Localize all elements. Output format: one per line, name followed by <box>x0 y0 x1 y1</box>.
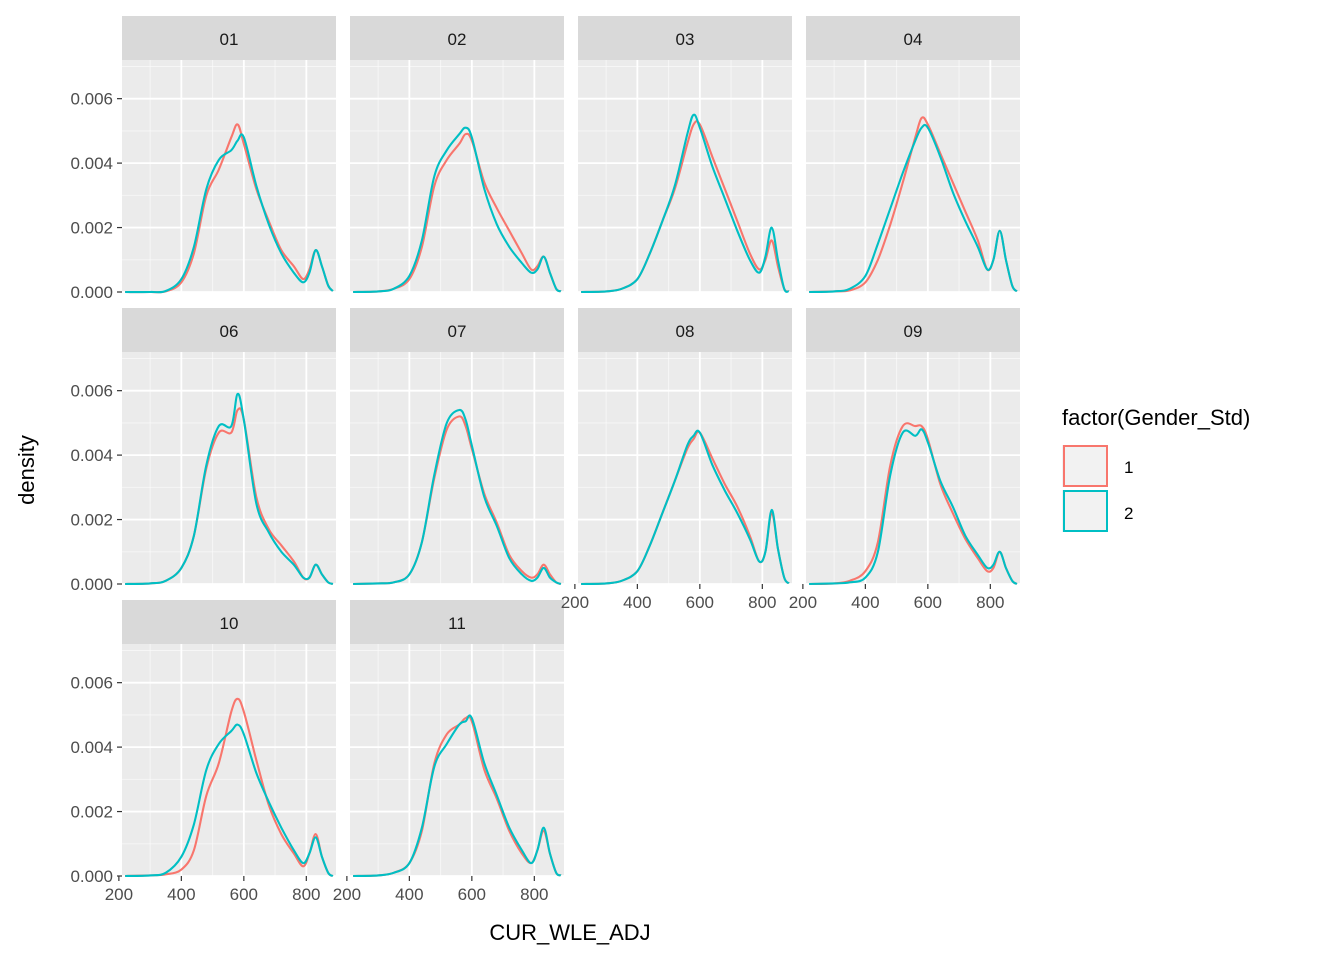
facet-strip-label: 02 <box>448 30 467 49</box>
x-tick-label: 400 <box>167 885 195 904</box>
x-tick-label: 200 <box>333 885 361 904</box>
panel-background <box>806 352 1020 584</box>
facet-strip-label: 06 <box>220 322 239 341</box>
y-tick-label: 0.000 <box>70 867 113 886</box>
y-tick-label: 0.004 <box>70 154 113 173</box>
density-line-series-2 <box>353 714 562 878</box>
x-tick-label: 800 <box>292 885 320 904</box>
facet-panel-01: 01 <box>117 16 336 294</box>
facet-panel-11: 11 <box>345 600 564 878</box>
y-tick-label: 0.002 <box>70 219 113 238</box>
facet-strip-label: 09 <box>904 322 923 341</box>
y-tick-label: 0.004 <box>70 738 113 757</box>
x-tick-label: 400 <box>623 593 651 612</box>
legend-swatch-2 <box>1063 490 1108 532</box>
x-tick-label: 200 <box>105 885 133 904</box>
legend-key-1 <box>1062 445 1108 487</box>
facet-panel-02: 02 <box>345 16 564 294</box>
y-tick-label: 0.000 <box>70 575 113 594</box>
density-line-series-2 <box>353 126 562 294</box>
facet-strip-label: 04 <box>904 30 923 49</box>
facet-panel-03: 03 <box>573 16 792 294</box>
panel-background <box>122 60 336 292</box>
x-axes: 200 400 600 800 200 400 600 800 200 400 600 800 200 4… <box>105 584 1005 904</box>
facet-strip <box>578 308 792 352</box>
x-tick-label: 600 <box>458 885 486 904</box>
facet-strip <box>806 16 1020 60</box>
legend-title: factor(Gender_Std) <box>1062 405 1250 430</box>
density-line-series-2 <box>809 123 1018 294</box>
density-line-series-2 <box>125 723 334 878</box>
facet-strip <box>350 600 564 644</box>
facet-strip <box>578 16 792 60</box>
y-tick-label: 0.004 <box>70 446 113 465</box>
y-tick-label: 0.002 <box>70 511 113 530</box>
density-line-series-2 <box>581 429 790 586</box>
facet-strip <box>350 308 564 352</box>
x-tick-label: 600 <box>686 593 714 612</box>
facet-panel-10: 10 <box>117 600 336 878</box>
y-tick-label: 0.000 <box>70 283 113 302</box>
x-tick-label: 800 <box>520 885 548 904</box>
x-tick-label: 200 <box>789 593 817 612</box>
legend-label-2: 2 <box>1124 504 1133 523</box>
facet-strip <box>350 16 564 60</box>
y-tick-label: 0.006 <box>70 382 113 401</box>
legend-item-2: 2 <box>1062 490 1133 532</box>
facet-strip <box>806 308 1020 352</box>
facet-strip-label: 08 <box>676 322 695 341</box>
density-line-series-2 <box>125 392 334 586</box>
x-tick-label: 600 <box>914 593 942 612</box>
facet-strip-label: 01 <box>220 30 239 49</box>
legend-swatch-1 <box>1063 445 1108 487</box>
y-axis-title: density <box>14 435 39 505</box>
panel-background <box>122 352 336 584</box>
facet-strip <box>122 600 336 644</box>
facet-strip-label: 10 <box>220 614 239 633</box>
x-tick-label: 600 <box>230 885 258 904</box>
panel-background <box>350 644 564 876</box>
facet-strip <box>122 308 336 352</box>
x-tick-label: 400 <box>851 593 879 612</box>
facet-panel-08: 08 <box>573 308 792 586</box>
legend: factor(Gender_Std) 1 2 <box>1062 405 1250 532</box>
panel-background <box>350 352 564 584</box>
panel-background <box>350 60 564 292</box>
x-axis-title: CUR_WLE_ADJ <box>489 920 650 945</box>
facet-strip <box>122 16 336 60</box>
facet-panel-04: 04 <box>801 16 1020 294</box>
panel-background <box>578 60 792 292</box>
y-tick-label: 0.006 <box>70 90 113 109</box>
facet-strip-label: 11 <box>448 614 466 633</box>
x-tick-label: 400 <box>395 885 423 904</box>
density-line-series-2 <box>809 428 1018 586</box>
facet-panel-06: 06 <box>117 308 336 586</box>
facet-panel-09: 09 <box>801 308 1020 586</box>
facet-panels: 01 02 03 04 06 07 08 09 10 11 <box>117 16 1020 878</box>
panel-background <box>806 60 1020 292</box>
x-tick-label: 800 <box>748 593 776 612</box>
density-line-series-2 <box>125 133 334 294</box>
x-tick-label: 800 <box>976 593 1004 612</box>
legend-label-1: 1 <box>1124 458 1133 477</box>
facet-panel-07: 07 <box>345 308 564 586</box>
y-axes: 0.000 0.002 0.004 0.006 0.000 0.002 0.004 0.006… <box>70 90 122 886</box>
panel-background <box>578 352 792 584</box>
y-tick-label: 0.002 <box>70 803 113 822</box>
legend-key-2 <box>1062 490 1108 532</box>
facet-strip-label: 07 <box>448 322 467 341</box>
facet-strip-label: 03 <box>676 30 695 49</box>
y-tick-label: 0.006 <box>70 674 113 693</box>
x-tick-label: 200 <box>561 593 589 612</box>
density-line-series-2 <box>581 113 790 294</box>
panel-background <box>122 644 336 876</box>
density-line-series-1 <box>125 697 334 878</box>
density-line-series-2 <box>353 408 562 586</box>
legend-item-1: 1 <box>1062 445 1133 487</box>
